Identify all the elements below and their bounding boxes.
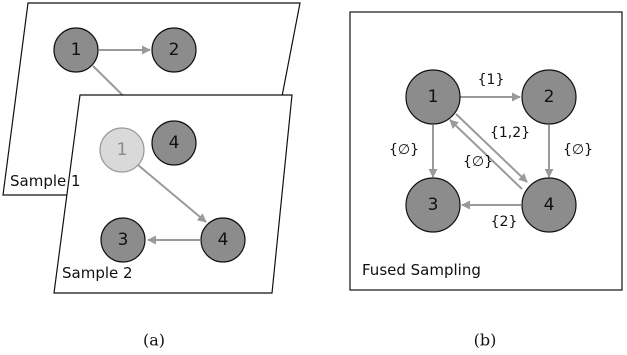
edge-label-4-1: {∅} — [463, 154, 493, 170]
s1-node-4: 4 — [151, 120, 197, 166]
s1-node-1: 1 — [53, 27, 99, 73]
s1-node-2: 2 — [151, 27, 197, 73]
b-node-4: 4 — [521, 177, 577, 233]
s2-node-3: 3 — [100, 217, 146, 263]
sample1-label: Sample 1 — [10, 172, 81, 190]
b-node-2: 2 — [521, 69, 577, 125]
caption-a: (a) — [143, 331, 165, 350]
b-node-1-label: 1 — [428, 87, 439, 107]
sample2-label: Sample 2 — [62, 264, 133, 282]
s2-node-3-label: 3 — [118, 230, 129, 250]
b-node-2-label: 2 — [544, 87, 555, 107]
edge-s2-1-4 — [137, 164, 207, 223]
edge-b-4-1 — [449, 119, 523, 190]
s1-node-2-label: 2 — [169, 40, 180, 60]
s1-node-1-label: 1 — [71, 40, 82, 60]
edge-b-1-4 — [455, 113, 528, 183]
edge-label-4-3: {2} — [491, 214, 518, 230]
panel-a: 1 2 4 1 3 4 Sample 1 Sample — [2, 2, 301, 350]
edge-label-1-2: {1} — [478, 72, 505, 88]
b-node-3-label: 3 — [428, 195, 439, 215]
edge-label-1-3: {∅} — [389, 142, 419, 158]
s1-node-4-label: 4 — [169, 133, 180, 153]
s2-node-1-label: 1 — [117, 140, 128, 160]
s2-node-4-label: 4 — [218, 230, 229, 250]
b-node-3: 3 — [405, 177, 461, 233]
s2-node-1-faded: 1 — [99, 127, 145, 173]
s2-node-4: 4 — [200, 217, 246, 263]
b-node-4-label: 4 — [544, 195, 555, 215]
fused-sampling-title: Fused Sampling — [362, 261, 481, 279]
fused-sampling-frame — [349, 11, 623, 291]
edge-label-2-4: {∅} — [563, 142, 593, 158]
panel-b: 1 2 3 4 {1} {∅} {1,2} {∅} {∅} {2} Fused … — [349, 11, 623, 350]
caption-b: (b) — [474, 331, 497, 350]
b-node-1: 1 — [405, 69, 461, 125]
edge-label-1-4: {1,2} — [490, 125, 530, 141]
